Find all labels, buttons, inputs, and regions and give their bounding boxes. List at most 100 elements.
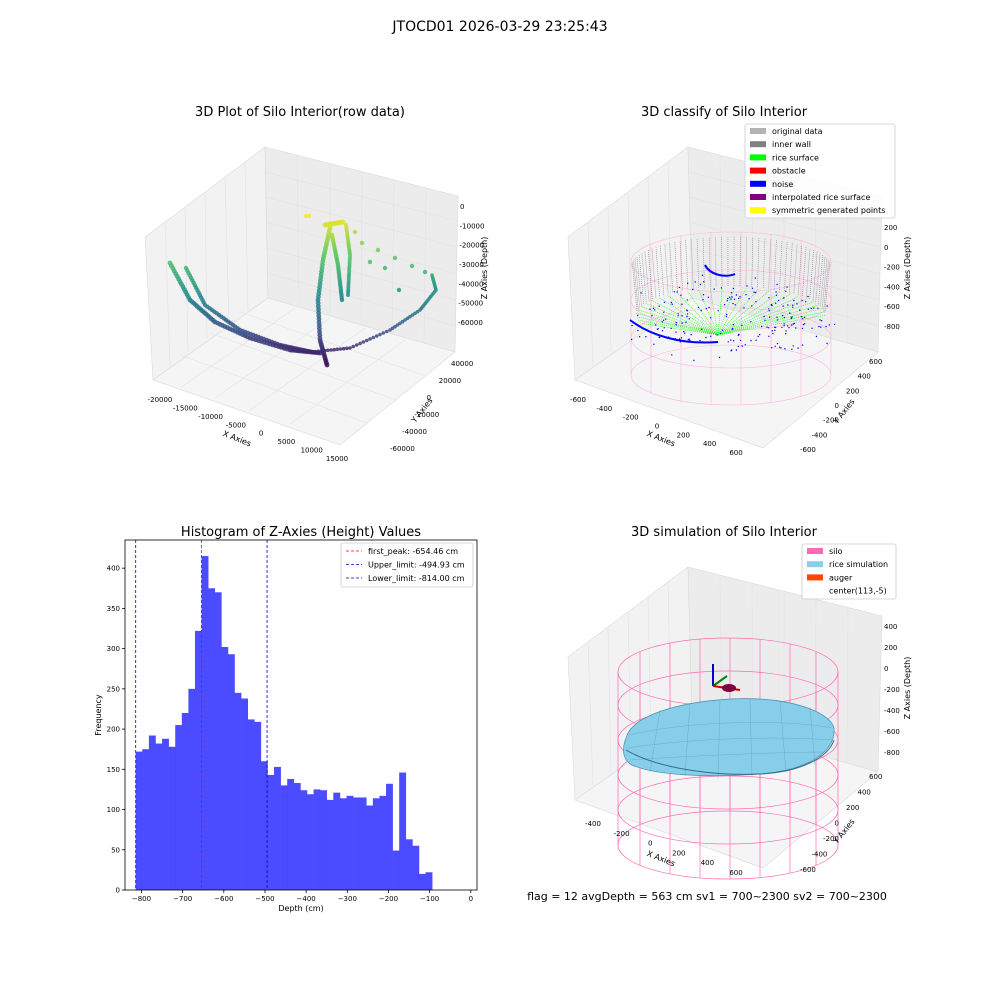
histogram-bar [418, 873, 426, 890]
classify-legend-swatch [750, 141, 766, 148]
simulation-z-tick: 200 [884, 644, 897, 652]
simulation-y-tick: -200 [823, 835, 839, 843]
histogram-y-tick-label: 0 [116, 887, 120, 895]
simulation-legend-swatch [807, 561, 823, 568]
simulation-y-tick: -400 [812, 851, 828, 859]
histogram-legend-label: Upper_limit: -494.93 cm [368, 561, 465, 570]
classify-y-tick: -600 [800, 446, 816, 454]
classify-legend-label: interpolated rice surface [772, 193, 870, 202]
histogram-bar [346, 795, 354, 890]
simulation-legend-swatch [807, 548, 823, 554]
classify-y-tick: 0 [835, 402, 839, 410]
raw-y-tick: -20000 [414, 411, 439, 419]
simulation-z-tick: -200 [884, 686, 900, 694]
classify-z-tick: 200 [884, 224, 897, 232]
histogram-x-tick-label: −500 [255, 895, 274, 903]
histogram-bar [386, 783, 393, 890]
histogram-reference-lines [135, 540, 268, 890]
histogram-x-tick-label: −600 [214, 895, 233, 903]
classify-y-tick: -400 [812, 431, 828, 439]
raw-z-tick: -30000 [459, 261, 484, 269]
histogram-bar [412, 845, 420, 890]
raw-y-tick: -60000 [390, 445, 415, 453]
simulation-y-tick: 0 [835, 820, 839, 828]
histogram-legend-label: first_peak: -654.46 cm [368, 547, 458, 556]
simulation-legend: silo rice simulation auger center(113,-5) [801, 543, 897, 600]
histogram-bar [254, 721, 262, 890]
histogram-bar [300, 790, 308, 890]
classify-z-tick: 0 [884, 244, 888, 252]
raw-z-tick: -60000 [458, 319, 483, 327]
raw-z-tick: -20000 [459, 242, 484, 250]
raw-z-tick-labels: 0 -10000 -20000 -30000 -40000 -50000 -60000 [458, 203, 484, 327]
classify-legend-label: symmetric generated points [772, 206, 885, 215]
simulation-legend-swatch [807, 574, 823, 581]
simulation-x-tick: 400 [701, 859, 714, 867]
histogram-bar [392, 850, 400, 890]
histogram-y-tick-label: 300 [107, 645, 120, 653]
histogram-bar [359, 797, 367, 890]
classify-legend-label: original data [772, 127, 823, 136]
histogram-bar [425, 872, 433, 890]
histogram-y-tick-label: 200 [107, 726, 120, 734]
histogram-x-tick-label: 0 [469, 895, 473, 903]
raw-z-tick: -50000 [458, 300, 483, 308]
raw-y-tick: -40000 [402, 428, 427, 436]
classify-x-tick: 200 [677, 431, 690, 439]
histogram-x-tick-label: −300 [338, 895, 357, 903]
classify-z-tick: -800 [884, 323, 900, 331]
classify-point-cloud [629, 236, 836, 362]
histogram-bar [214, 592, 222, 890]
classify-legend-swatch [750, 154, 766, 161]
simulation-x-tick: 200 [672, 849, 685, 857]
raw-x-tick: 10000 [301, 447, 323, 455]
classify-legend-swatch [750, 180, 766, 187]
raw-x-tick: -10000 [198, 413, 223, 421]
classify-x-tick: -400 [596, 405, 612, 413]
classify-plot: 3D classify of Silo Interior [567, 105, 912, 457]
raw-y-tick-labels: -60000 -40000 -20000 0 20000 40000 [390, 360, 473, 453]
histogram-legend-label: Lower_limit: -814.00 cm [368, 574, 465, 583]
classify-legend: original data inner wall rice surface obsta… [744, 123, 896, 219]
raw-x-tick: -20000 [148, 396, 173, 404]
histogram-bar [313, 789, 321, 890]
classify-y-tick-labels: -600 -400 -200 0 200 400 600 [800, 358, 882, 454]
simulation-y-tick: 200 [846, 804, 859, 812]
simulation-plot: 3D simulation of Silo Interior [567, 525, 912, 880]
classify-plot-title: 3D classify of Silo Interior [641, 105, 808, 120]
histogram-x-tick-label: −200 [379, 895, 398, 903]
simulation-x-tick: -200 [614, 830, 630, 838]
histogram-bar [293, 782, 301, 890]
classify-x-tick: 400 [703, 440, 716, 448]
histogram-bar [234, 692, 242, 890]
raw-z-tick: -40000 [459, 280, 484, 288]
classify-legend-label: obstacle [772, 167, 806, 176]
simulation-z-tick: -800 [884, 749, 900, 757]
histogram-x-tick-label: −100 [420, 895, 439, 903]
histogram-bar [181, 712, 189, 890]
classify-y-tick: 200 [846, 387, 859, 395]
histogram-bar [168, 746, 176, 890]
classify-y-tick: 400 [858, 373, 871, 381]
classify-x-tick: -200 [623, 414, 639, 422]
rice-simulation-surface [623, 698, 835, 779]
histogram-x-tick-label: −800 [132, 895, 151, 903]
simulation-z-tick-labels: 400 200 0 -200 -400 -600 -800 [884, 623, 900, 757]
histogram-bar [221, 647, 229, 890]
classify-legend-label: inner wall [772, 140, 811, 149]
histogram-bar [353, 797, 360, 890]
simulation-x-tick-labels: -400 -200 0 200 400 600 [585, 820, 743, 877]
classify-z-tick-labels: 200 0 -200 -400 -600 -800 [884, 224, 900, 331]
simulation-y-tick: 600 [869, 773, 882, 781]
classify-z-tick: -400 [884, 283, 900, 291]
raw-y-tick: 40000 [451, 360, 473, 368]
histogram-bar [399, 772, 407, 890]
histogram-bar [135, 751, 143, 890]
simulation-z-tick: -400 [884, 707, 900, 715]
classify-z-tick: -600 [884, 303, 900, 311]
histogram-bar [320, 790, 328, 890]
simulation-z-tick: 0 [884, 665, 888, 673]
histogram-x-ticks: −800 −700 −600 −500 −400 −300 −200 −100 0 [132, 890, 473, 903]
figure-title: JTOCD01 2026-03-29 23:25:43 [391, 19, 607, 35]
histogram-bar [379, 795, 387, 890]
